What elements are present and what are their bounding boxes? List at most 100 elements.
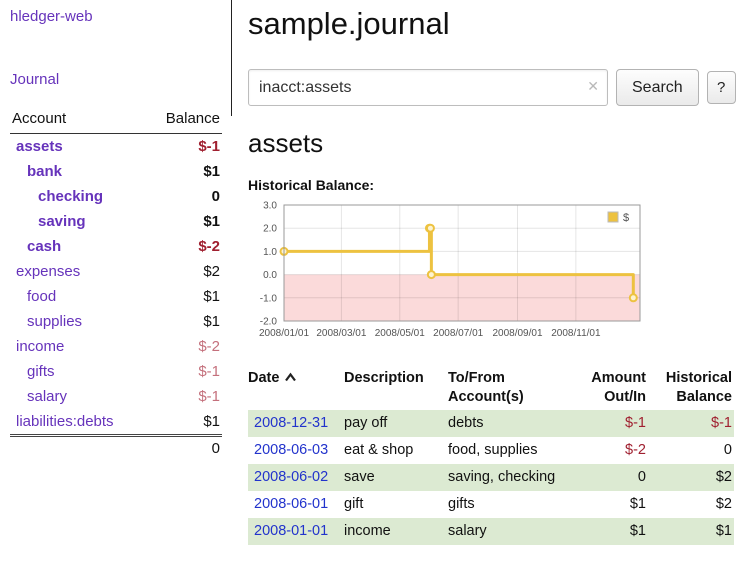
register-row: 2008-06-03 eat & shop food, supplies $-2 0 [248, 437, 734, 464]
app-layout: hledger-web Journal Account Balance asse… [10, 0, 736, 545]
sidebar-account-link-expenses[interactable]: expenses [16, 263, 81, 280]
accounts-cell: food, supplies [448, 442, 538, 458]
sidebar-account-row: saving $1 [10, 209, 222, 234]
chart-y-tick-label: 1.0 [263, 247, 277, 258]
app-title: hledger-web [10, 8, 222, 25]
sidebar-account-link-checking[interactable]: checking [38, 188, 104, 205]
sidebar-account-link-food[interactable]: food [27, 288, 57, 305]
sidebar-account-row: salary $-1 [10, 384, 222, 409]
sidebar-account-link-saving[interactable]: saving [38, 213, 86, 230]
account-balance: $-1 [198, 388, 220, 405]
accounts-cell: debts [448, 415, 484, 431]
register-col-date[interactable]: Date [248, 366, 344, 410]
account-balance: $-1 [198, 138, 220, 155]
description-cell: income [344, 523, 391, 539]
chart-x-tick-label: 2008/03/01 [316, 328, 366, 339]
accounts-total-row: 0 [10, 434, 222, 461]
sidebar-account-link-assets[interactable]: assets [16, 138, 63, 155]
sidebar-divider [231, 0, 232, 116]
chart-border [283, 204, 641, 322]
account-name-cell: supplies [10, 309, 147, 334]
balance-cell: $1 [715, 523, 732, 539]
account-balance: 0 [211, 188, 220, 205]
date-cell: 2008-06-03 [248, 437, 344, 464]
sidebar-account-row: liabilities:debts $1 [10, 409, 222, 436]
amount-cell: $-1 [625, 415, 646, 431]
sidebar-account-row: income $-2 [10, 334, 222, 359]
transaction-date-link[interactable]: 2008-06-02 [254, 469, 329, 485]
accounts-cell: gifts [448, 496, 475, 512]
chart-point [426, 270, 436, 280]
account-balance: $1 [203, 213, 220, 230]
date-cell: 2008-06-02 [248, 464, 344, 491]
account-balance: $1 [203, 413, 220, 430]
accounts-cell: saving, checking [448, 469, 556, 485]
sidebar-account-row: assets $-1 [10, 134, 222, 160]
chart-y-tick-label: -2.0 [260, 317, 278, 328]
account-balance: $1 [203, 288, 220, 305]
description-cell: gift [344, 496, 364, 512]
sidebar-account-link-income[interactable]: income [16, 338, 65, 355]
chart-legend-swatch [607, 211, 619, 223]
account-balance: $1 [203, 313, 220, 330]
sidebar-account-link-supplies[interactable]: supplies [27, 313, 83, 330]
page-title: sample.journal [248, 6, 450, 41]
account-name-cell: gifts [10, 359, 147, 384]
account-name-cell: bank [10, 159, 147, 184]
sidebar-account-row: gifts $-1 [10, 359, 222, 384]
transaction-date-link[interactable]: 2008-12-31 [254, 415, 329, 431]
chart-y-tick-label: 2.0 [263, 224, 277, 235]
sidebar-account-link-cash[interactable]: cash [27, 238, 62, 255]
amount-cell: $-2 [625, 442, 646, 458]
chart-x-tick-label: 2008/09/01 [492, 328, 542, 339]
account-name-cell: assets [10, 134, 147, 160]
date-cell: 2008-12-31 [248, 410, 344, 437]
account-name-cell: checking [10, 184, 147, 209]
account-name-cell: liabilities:debts [10, 409, 147, 436]
register-col-description: Description [344, 370, 424, 386]
register-col-balance: Historical Balance [665, 370, 732, 405]
app-title-link[interactable]: hledger-web [10, 8, 93, 25]
transaction-date-link[interactable]: 2008-01-01 [254, 523, 329, 539]
account-balance: $1 [203, 163, 220, 180]
accounts-table: Account Balance assets $-1 bank $1 checking 0… [10, 106, 222, 461]
chart-negative-region [284, 274, 640, 321]
register-col-date-label: Date [248, 370, 280, 386]
accounts-col-balance: Balance [146, 106, 222, 134]
sidebar-account-link-salary[interactable]: salary [27, 388, 68, 405]
amount-cell: $1 [629, 496, 646, 512]
account-balance: $-1 [198, 363, 220, 380]
account-name-cell: expenses [10, 259, 147, 284]
chart-y-tick-label: 0.0 [263, 270, 277, 281]
chart-y-tick-label: -1.0 [260, 293, 278, 304]
chart-title: Historical Balance: [248, 177, 375, 193]
transaction-date-link[interactable]: 2008-06-03 [254, 442, 329, 458]
register-row: 2008-06-02 save saving, checking 0 $2 [248, 464, 734, 491]
sidebar-account-row: supplies $1 [10, 309, 222, 334]
search-input[interactable] [248, 69, 608, 106]
amount-cell: $1 [629, 523, 646, 539]
accounts-total-balance: 0 [146, 434, 222, 461]
clear-search-icon[interactable]: ✕ [587, 78, 599, 94]
date-cell: 2008-01-01 [248, 518, 344, 545]
help-button[interactable]: ? [706, 71, 736, 104]
sidebar-account-row: bank $1 [10, 159, 222, 184]
account-name-cell: saving [10, 209, 147, 234]
sidebar-account-link-gifts[interactable]: gifts [27, 363, 55, 380]
chart-point [628, 293, 638, 303]
account-balance: $2 [203, 263, 220, 280]
sidebar-account-row: checking 0 [10, 184, 222, 209]
search-button[interactable]: Search [616, 69, 699, 106]
sidebar-account-link-liabilities-debts[interactable]: liabilities:debts [16, 413, 114, 430]
register-row: 2008-06-01 gift gifts $1 $2 [248, 491, 734, 518]
nav-journal-link[interactable]: Journal [10, 71, 60, 88]
sidebar-account-row: food $1 [10, 284, 222, 309]
chart-x-tick-label: 2008/11/01 [551, 328, 601, 339]
chart-x-tick-label: 2008/01/01 [259, 328, 309, 339]
register-header-row: Date Description To/From Account(s) Amou… [248, 366, 734, 410]
accounts-col-account: Account [10, 106, 147, 134]
sidebar-account-link-bank[interactable]: bank [27, 163, 63, 180]
register-table: Date Description To/From Account(s) Amou… [248, 366, 734, 545]
transaction-date-link[interactable]: 2008-06-01 [254, 496, 329, 512]
accounts-cell: salary [448, 523, 487, 539]
